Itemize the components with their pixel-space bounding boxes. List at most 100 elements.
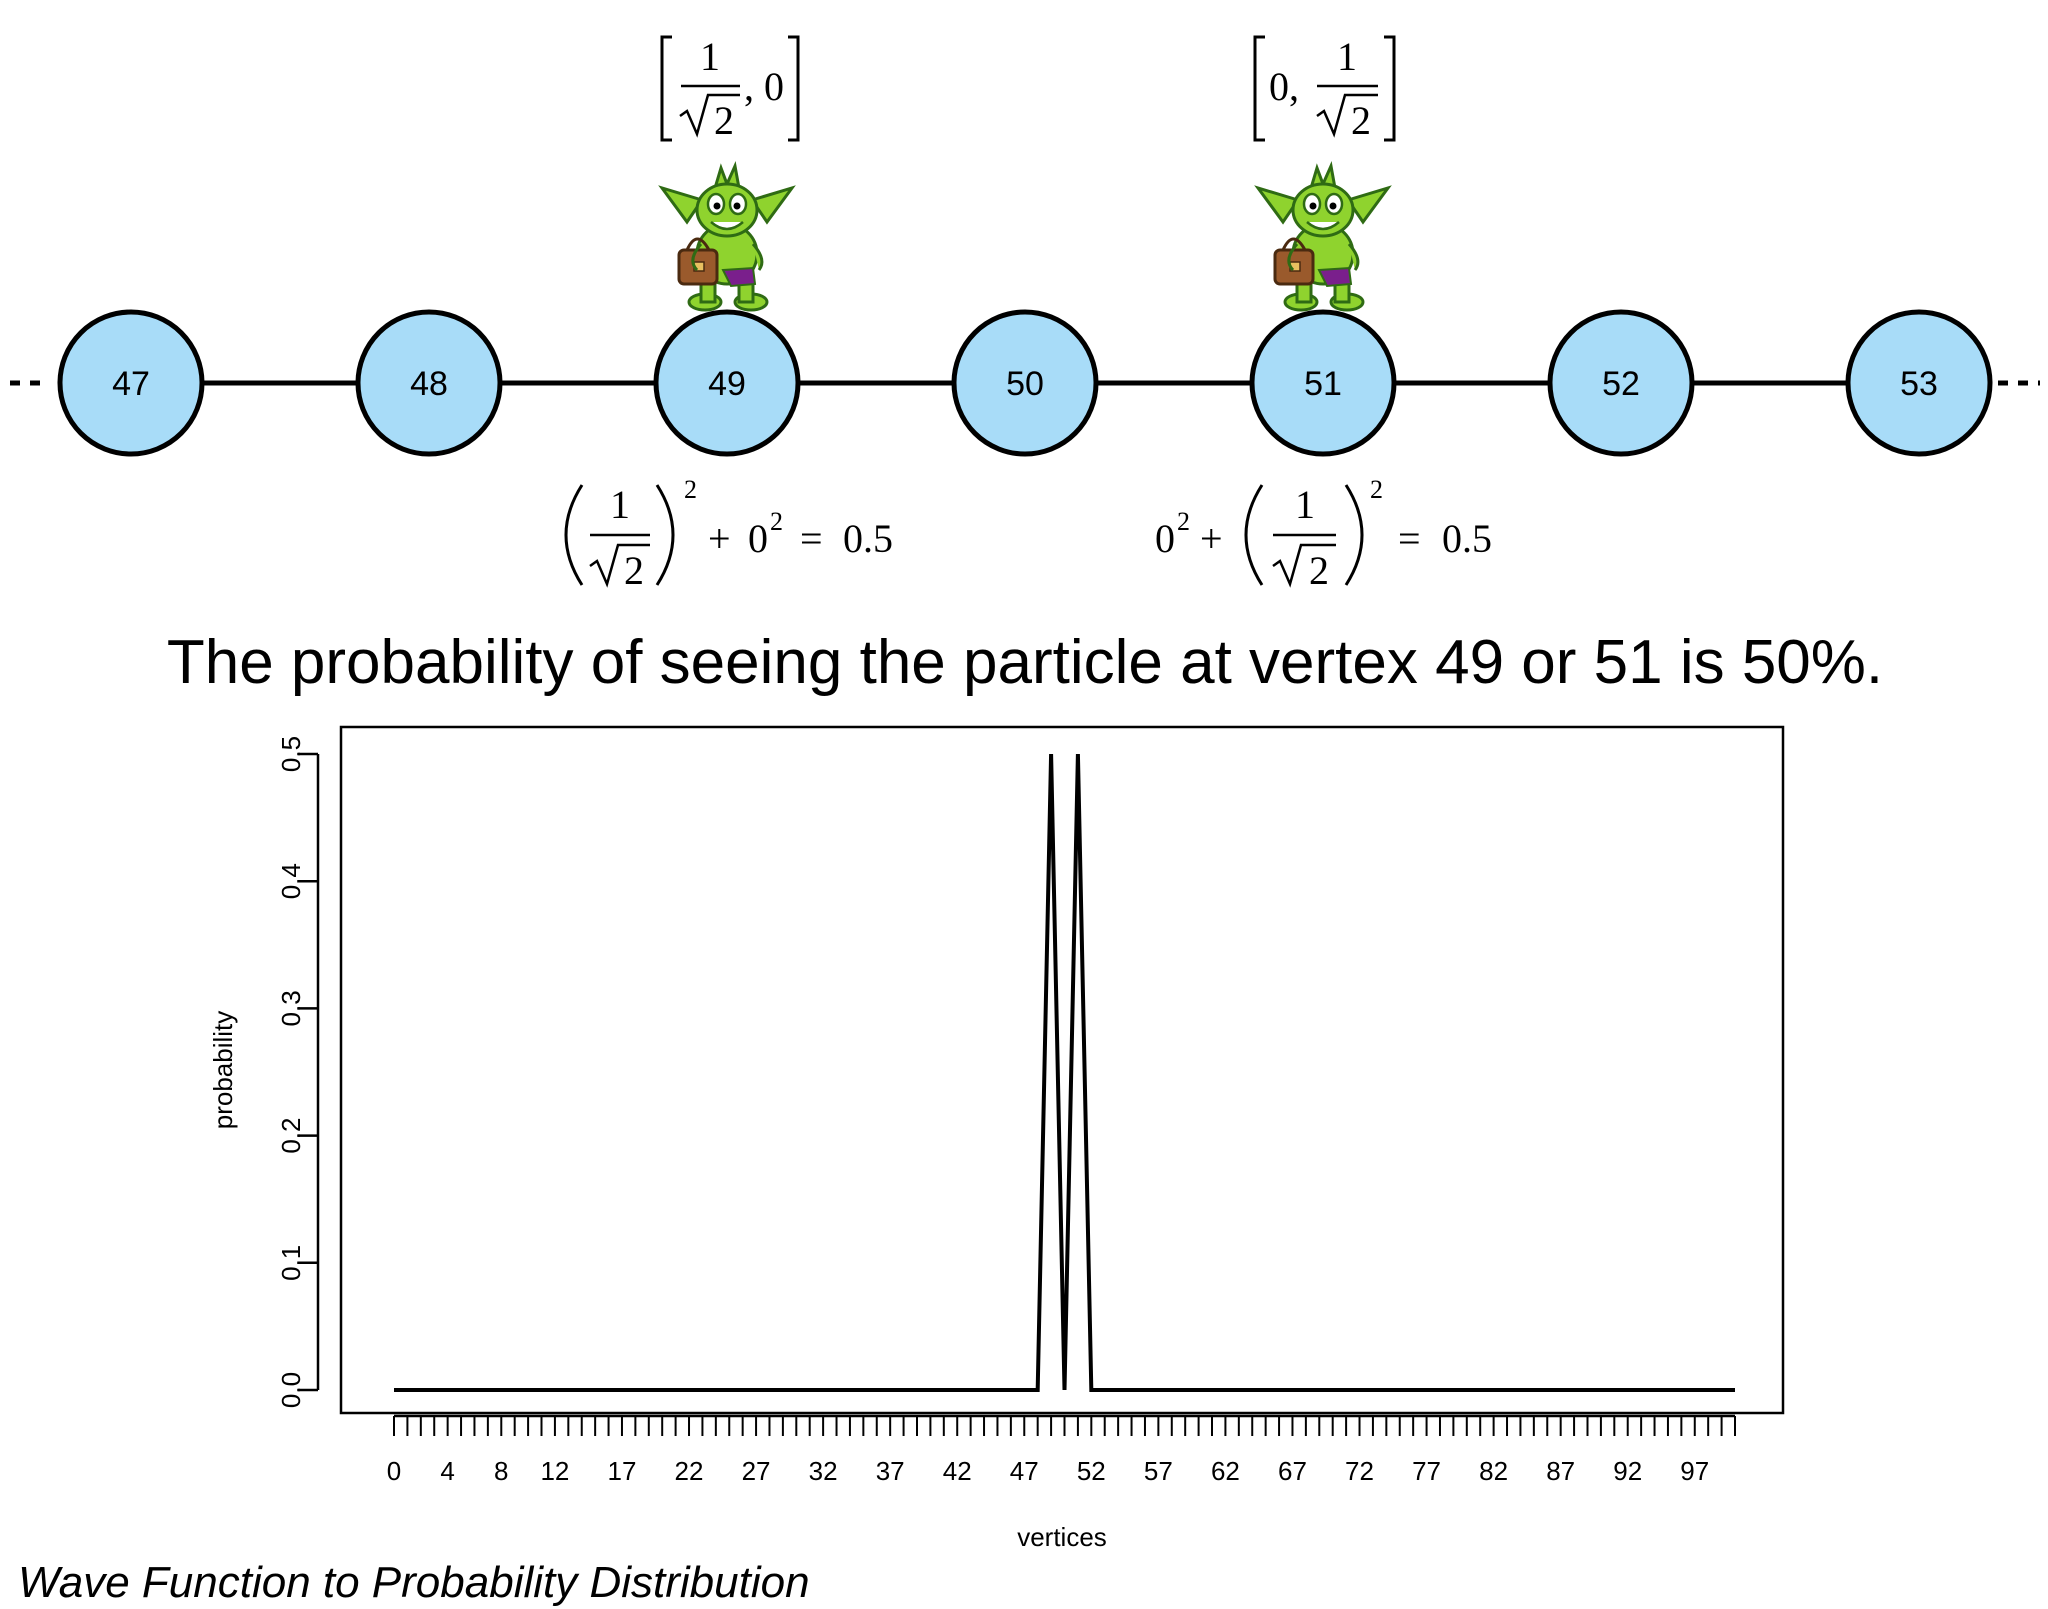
goblin-body-icon xyxy=(1254,160,1392,312)
goblin-pupil xyxy=(713,202,721,210)
prob-left-paren-close xyxy=(655,484,675,586)
goblin-shorts xyxy=(721,266,757,288)
x-tick-label: 52 xyxy=(1077,1456,1106,1486)
amplitude-right: 0 , 1 2 xyxy=(1253,34,1396,143)
prob-left-zero: 0 xyxy=(748,516,768,561)
vertex-node-51: 51 xyxy=(1249,309,1397,457)
amp-left-second: 0 xyxy=(764,64,784,109)
prob-right-zero: 0 xyxy=(1155,516,1175,561)
y-tick-label: 0.4 xyxy=(276,863,306,899)
prob-left-zero-exponent: 2 xyxy=(770,507,783,536)
goblin-bag-strap xyxy=(1281,237,1307,251)
prob-left-numerator: 1 xyxy=(610,482,630,527)
goblin-left-icon xyxy=(658,160,796,312)
vertex-node-47: 47 xyxy=(57,309,205,457)
headline-text: The probability of seeing the particle a… xyxy=(167,628,1883,697)
bracket-left-open xyxy=(660,35,672,142)
goblin-arm xyxy=(1287,243,1299,272)
x-tick-label: 72 xyxy=(1345,1456,1374,1486)
prob-right-equals: = xyxy=(1398,516,1421,561)
goblin-pupil xyxy=(1309,202,1317,210)
vertex-node-52: 52 xyxy=(1547,309,1695,457)
prob-right-radical xyxy=(1272,543,1336,588)
bracket-left-close xyxy=(788,35,800,142)
vertex-node-circle xyxy=(1845,309,1993,457)
goblin-body-icon xyxy=(658,160,796,312)
y-tick-label: 0.0 xyxy=(276,1372,306,1408)
x-tick-label: 37 xyxy=(876,1456,905,1486)
goblin-ear xyxy=(658,185,705,225)
bracket-right-open xyxy=(1253,35,1265,142)
vertex-node-label: 50 xyxy=(1006,365,1044,403)
vertex-node-label: 51 xyxy=(1304,365,1342,403)
vertex-node-label: 53 xyxy=(1900,365,1938,403)
amp-right-radical xyxy=(1316,93,1378,138)
vertex-graph: 47 48 49 50 51 52 53 xyxy=(10,309,2040,457)
prob-left-radicand: 2 xyxy=(624,548,644,593)
x-tick-label: 82 xyxy=(1479,1456,1508,1486)
x-tick-label: 92 xyxy=(1613,1456,1642,1486)
goblin-bag-strap xyxy=(685,237,711,251)
amp-left-numerator: 1 xyxy=(700,34,720,79)
y-tick-label: 0.5 xyxy=(276,736,306,772)
figure-caption: Wave Function to Probability Distributio… xyxy=(18,1558,810,1607)
prob-left-plus: + xyxy=(708,516,731,561)
x-tick-label: 0 xyxy=(387,1456,401,1486)
prob-right-zero-exponent: 2 xyxy=(1177,507,1190,536)
y-axis-labels: 0.0 0.1 0.2 0.3 0.4 0.5 xyxy=(276,736,306,1408)
goblin-arm xyxy=(751,243,764,271)
x-axis-labels: 0 4 8 12 17 22 27 32 37 42 47 52 57 62 67 72 77 82 87 92 97 xyxy=(387,1456,1709,1486)
y-tick-label: 0.2 xyxy=(276,1118,306,1154)
prob-left-equals: = xyxy=(800,516,823,561)
x-axis xyxy=(393,1414,1736,1436)
y-tick-label: 0.3 xyxy=(276,990,306,1026)
goblin-arm xyxy=(1347,243,1360,271)
prob-right-radicand: 2 xyxy=(1309,548,1329,593)
x-tick-label: 17 xyxy=(608,1456,637,1486)
plot-frame xyxy=(339,725,1785,1415)
prob-right-plus: + xyxy=(1200,516,1223,561)
amplitude-left: 1 2 , 0 xyxy=(660,34,800,143)
vertex-node-circle xyxy=(951,309,1099,457)
x-tick-label: 27 xyxy=(742,1456,771,1486)
x-tick-label: 67 xyxy=(1278,1456,1307,1486)
x-tick-label: 47 xyxy=(1010,1456,1039,1486)
amp-left-radicand: 2 xyxy=(714,98,734,143)
probability-right: 0 2 + 1 2 2 = 0.5 xyxy=(1155,475,1492,593)
amp-left-separator: , xyxy=(744,64,754,109)
probability-left: 1 2 2 + 0 2 = 0.5 xyxy=(564,475,893,593)
vertex-node-label: 49 xyxy=(708,365,746,403)
x-tick-label: 4 xyxy=(440,1456,454,1486)
vertex-node-53: 53 xyxy=(1845,309,1993,457)
goblin-shorts xyxy=(1317,266,1353,288)
vertex-node-circle xyxy=(355,309,503,457)
amp-right-radicand: 2 xyxy=(1351,98,1371,143)
goblin-mouth xyxy=(710,221,744,231)
goblin-mouth xyxy=(1306,221,1340,231)
amp-right-numerator: 1 xyxy=(1337,34,1357,79)
x-tick-label: 8 xyxy=(494,1456,508,1486)
vertex-node-circle xyxy=(653,309,801,457)
x-tick-label: 22 xyxy=(675,1456,704,1486)
prob-right-numerator: 1 xyxy=(1295,482,1315,527)
vertex-node-label: 52 xyxy=(1602,365,1640,403)
prob-right-paren-open xyxy=(1244,484,1264,586)
prob-right-result: 0.5 xyxy=(1442,516,1492,561)
vertex-node-circle xyxy=(57,309,205,457)
x-tick-label: 62 xyxy=(1211,1456,1240,1486)
x-tick-label: 57 xyxy=(1144,1456,1173,1486)
y-tick-label: 0.1 xyxy=(276,1245,306,1281)
amp-right-separator: , xyxy=(1289,64,1299,109)
goblin-ear xyxy=(1345,185,1392,225)
x-tick-label: 77 xyxy=(1412,1456,1441,1486)
x-tick-label: 87 xyxy=(1546,1456,1575,1486)
prob-right-exponent: 2 xyxy=(1370,475,1383,504)
prob-right-paren-close xyxy=(1344,484,1364,586)
x-tick-label: 97 xyxy=(1680,1456,1709,1486)
amp-left-radical xyxy=(679,93,740,138)
prob-left-paren-open xyxy=(564,484,584,586)
y-axis-title: probability xyxy=(208,1011,238,1130)
goblin-pupil xyxy=(1329,202,1337,210)
vertex-node-48: 48 xyxy=(355,309,503,457)
